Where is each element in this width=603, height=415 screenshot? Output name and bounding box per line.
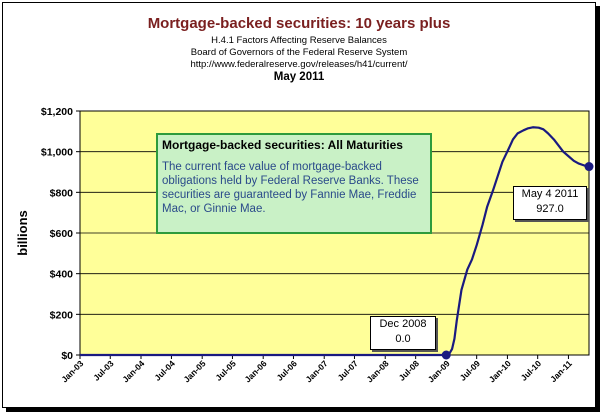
data-point-dec-2008 — [441, 350, 451, 360]
y-tick-label: $200 — [50, 309, 74, 321]
chart-subtitle-2: Board of Governors of the Federal Reserv… — [190, 47, 408, 58]
note-title: Mortgage-backed securities: All Maturiti… — [162, 138, 403, 152]
chart-frame: Mortgage-backed securities: 10 years plu… — [2, 2, 596, 408]
x-tick-label: Jan-04 — [120, 358, 146, 384]
annotation-dec-2008-label: Dec 2008 — [379, 318, 427, 330]
x-tick-label: Jul-09 — [458, 358, 483, 383]
y-tick-label: $600 — [50, 228, 74, 240]
annotation-may-2011-label: May 4 2011 — [521, 188, 579, 200]
note-box: Mortgage-backed securities: All Maturiti… — [156, 133, 432, 234]
chart-date-line: May 2011 — [273, 71, 325, 83]
x-tick-label: Jul-10 — [519, 358, 544, 383]
x-tick-label: Jan-05 — [181, 358, 207, 384]
y-tick-label: $1,200 — [41, 106, 73, 118]
x-tick-label: Jan-07 — [304, 358, 330, 384]
series-line — [80, 126, 590, 357]
y-tick-label: $400 — [50, 269, 74, 281]
x-tick-label: Jul-06 — [274, 358, 299, 383]
annotation-may-2011: May 4 2011 927.0 — [513, 186, 587, 220]
chart-subtitle-3: http://www.federalreserve.gov/releases/h… — [190, 59, 408, 70]
y-tick-label: $800 — [50, 187, 74, 199]
y-tick-label: $1,000 — [41, 147, 73, 159]
x-tick-label: Jul-04 — [152, 358, 177, 383]
x-tick-label: Jul-03 — [91, 358, 116, 383]
y-axis-label: billions — [15, 210, 30, 256]
x-tick-label: Jan-08 — [365, 358, 391, 384]
chart-title: Mortgage-backed securities: 10 years plu… — [147, 15, 451, 32]
annotation-dec-2008-value: 0.0 — [395, 333, 411, 345]
x-tick-label: Jul-05 — [213, 358, 238, 383]
x-tick-label: Jul-07 — [335, 358, 360, 383]
x-tick-label: Jul-08 — [397, 358, 422, 383]
x-tick-label: Jan-11 — [548, 358, 574, 384]
x-tick-label: Jan-09 — [426, 358, 452, 384]
x-tick-label: Jan-03 — [59, 358, 85, 384]
data-point-may-2011 — [584, 162, 594, 172]
x-tick-label: Jan-06 — [243, 358, 269, 384]
annotation-dec-2008: Dec 2008 0.0 — [370, 316, 436, 350]
chart-subtitle-1: H.4.1 Factors Affecting Reserve Balances — [211, 35, 387, 46]
note-body: The current face value of mortgage-backe… — [162, 161, 419, 215]
y-tick-label: $0 — [61, 350, 73, 362]
annotation-may-2011-value: 927.0 — [536, 203, 564, 215]
x-tick-label: Jan-10 — [487, 358, 513, 384]
